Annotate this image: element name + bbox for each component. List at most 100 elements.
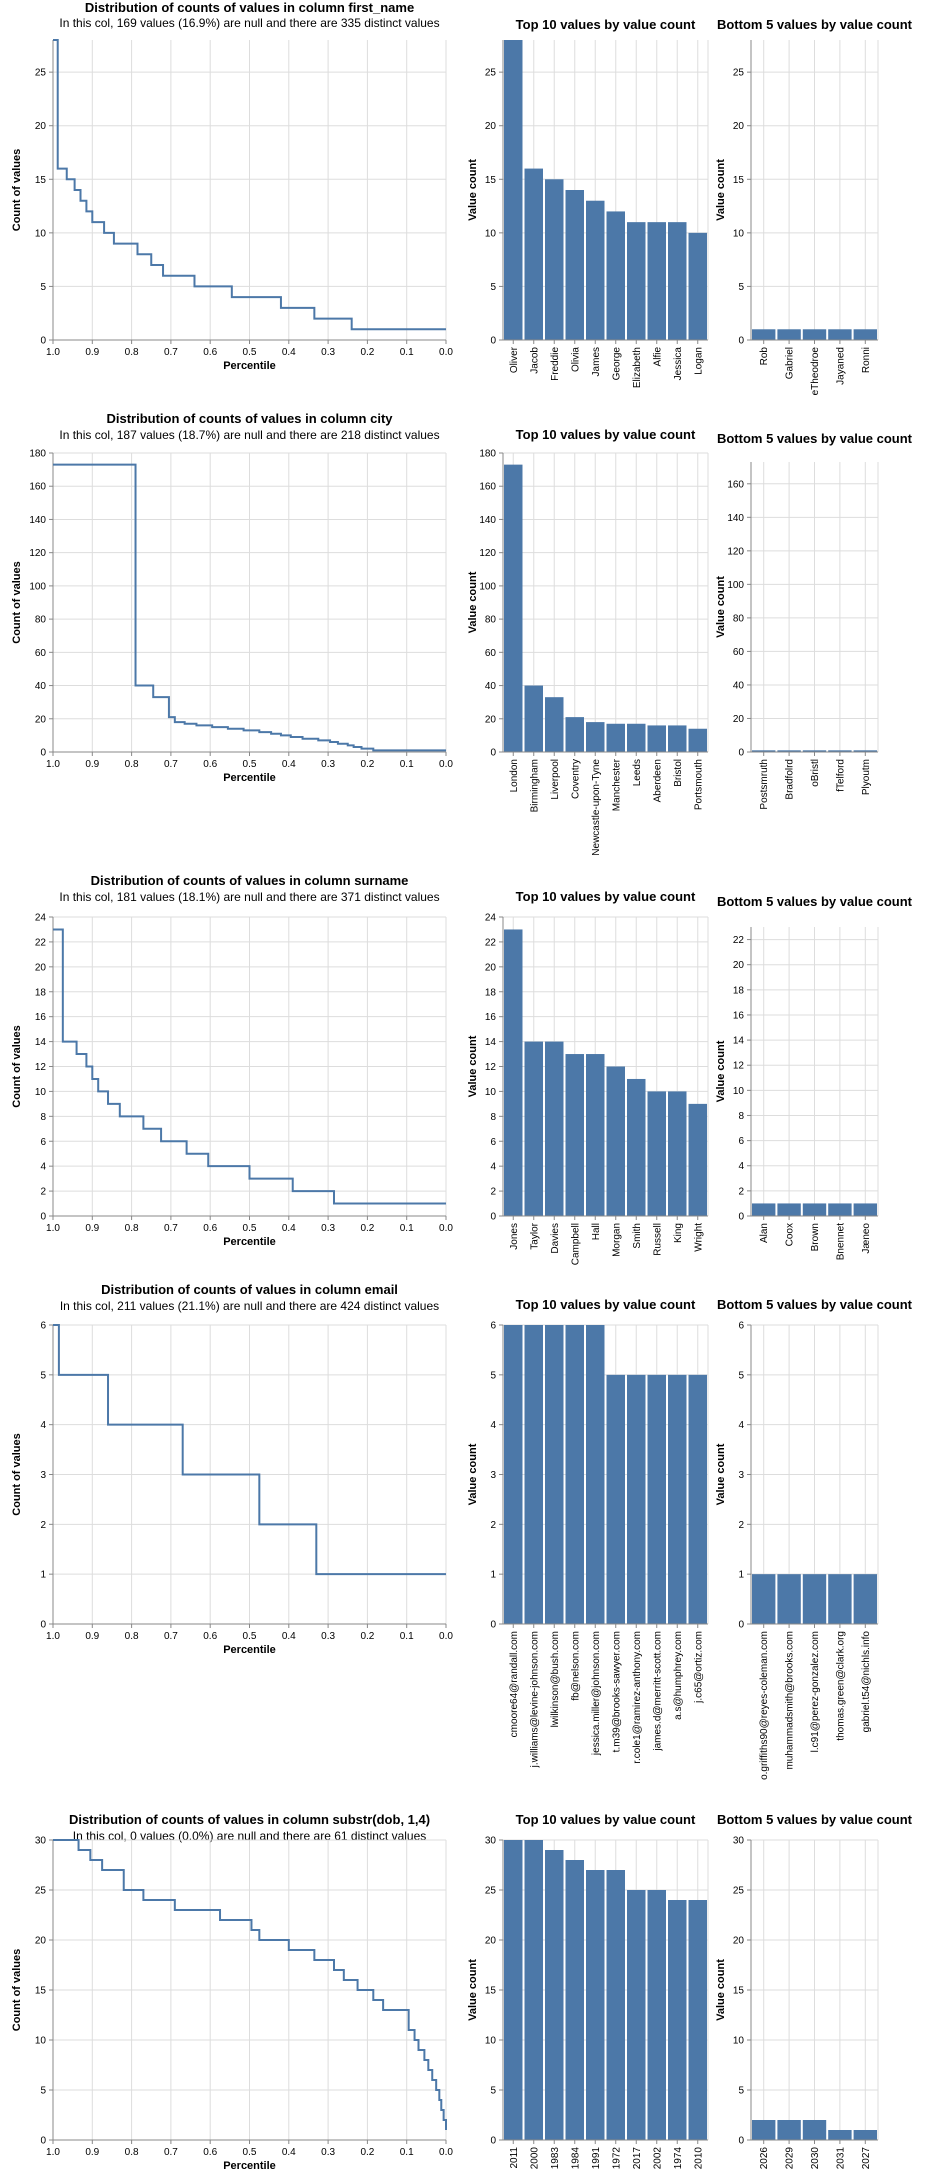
x-tick-label: 0.3 (321, 759, 335, 770)
y-tick-label: 140 (727, 513, 744, 524)
y-axis-title: Value count (715, 159, 727, 221)
y-tick-label: 1 (738, 1570, 744, 1581)
x-tick-label: 0.8 (125, 1223, 139, 1234)
distribution-chart: Distribution of counts of values in colu… (11, 1812, 453, 2172)
y-tick-label: 15 (733, 1986, 745, 1997)
y-tick-label: 40 (35, 681, 47, 692)
x-tick-label: cmoore64@randall.com (509, 1631, 520, 1737)
x-tick-label: 0.6 (203, 759, 217, 770)
bar (828, 1574, 852, 1624)
y-tick-label: 12 (733, 1061, 745, 1072)
x-tick-label: 0.0 (439, 759, 453, 770)
bar (524, 1840, 543, 2140)
x-axis-title: Percentile (223, 2160, 276, 2172)
top-values-chart: Top 10 values by value count 0 1 2 3 4 5 6 cmoor… (467, 1297, 709, 1768)
bar (504, 464, 523, 752)
distribution-chart: Distribution of counts of values in colu… (11, 873, 453, 1248)
x-tick-label: 0.7 (164, 2147, 178, 2158)
x-tick-label: 0.2 (360, 347, 374, 358)
x-tick-label: Bradfolrd (785, 759, 796, 800)
chart-row-city: Distribution of counts of values in colu… (11, 411, 913, 856)
y-tick-label: 20 (485, 714, 497, 725)
y-axis-title: Value count (467, 571, 479, 633)
x-tick-label: 0.0 (439, 1223, 453, 1234)
y-tick-label: 80 (35, 615, 47, 626)
x-tick-label: Brown (810, 1223, 821, 1251)
y-tick-label: 1 (40, 1570, 46, 1581)
y-tick-label: 25 (733, 68, 745, 79)
x-tick-label: 2030 (810, 2147, 821, 2170)
y-tick-label: 0 (738, 1620, 744, 1631)
y-tick-label: 15 (35, 1986, 47, 1997)
bar (688, 232, 707, 340)
y-tick-label: 18 (485, 987, 497, 998)
bottom-values-title: Bottom 5 values by value count (717, 1297, 913, 1312)
y-tick-label: 14 (733, 1036, 745, 1047)
bar (668, 222, 687, 340)
x-tick-label: 0.1 (400, 2147, 414, 2158)
x-tick-label: j.c65@ortiz.com (693, 1631, 704, 1704)
bar (668, 1091, 687, 1216)
y-tick-label: 120 (479, 548, 496, 559)
x-tick-label: 0.4 (282, 759, 296, 770)
x-tick-label: 1984 (570, 2147, 581, 2170)
bar (504, 929, 523, 1216)
x-tick-label: 2027 (861, 2147, 872, 2170)
bottom-values-chart: Bottom 5 values by value count 0 20 40 60 80 1… (715, 431, 913, 810)
bar (565, 717, 584, 752)
distribution-title: Distribution of counts of values in colu… (91, 873, 409, 888)
y-tick-label: 6 (738, 1136, 744, 1147)
y-tick-label: 160 (479, 482, 496, 493)
bar (565, 190, 584, 340)
x-tick-label: 0.7 (164, 1631, 178, 1642)
y-tick-label: 5 (490, 282, 496, 293)
x-tick-label: 2002 (652, 2147, 663, 2170)
bar (586, 1870, 605, 2140)
y-tick-label: 25 (485, 1886, 497, 1897)
bar (802, 329, 827, 340)
top-values-title: Top 10 values by value count (516, 17, 696, 32)
y-tick-label: 2 (490, 1520, 496, 1531)
x-tick-label: oBristl (810, 759, 821, 787)
y-tick-label: 100 (29, 581, 46, 592)
bar (828, 329, 852, 340)
x-tick-label: Liverpool (550, 759, 561, 800)
x-tick-label: Aberdeen (652, 759, 663, 802)
x-tick-label: Bristol (673, 759, 684, 787)
y-tick-label: 5 (738, 282, 744, 293)
y-tick-label: 10 (733, 2036, 745, 2047)
y-tick-label: 0 (738, 336, 744, 347)
x-tick-label: 0.4 (282, 347, 296, 358)
y-tick-label: 5 (738, 1370, 744, 1381)
y-axis-title: Value count (715, 1040, 727, 1102)
bar (688, 1900, 707, 2140)
bar (853, 1203, 877, 1216)
bar (586, 200, 605, 340)
y-tick-label: 0 (490, 2136, 496, 2147)
x-tick-label: 0.2 (360, 2147, 374, 2158)
bar (586, 1054, 605, 1216)
y-tick-label: 0 (40, 748, 46, 759)
x-tick-label: 0.6 (203, 347, 217, 358)
y-tick-label: 22 (35, 937, 47, 948)
bar (802, 750, 827, 752)
x-tick-label: 1972 (611, 2147, 622, 2170)
x-tick-label: 0.5 (243, 347, 257, 358)
x-tick-label: o.griffiths90@reyes-coleman.com (759, 1631, 770, 1780)
y-tick-label: 6 (490, 1137, 496, 1148)
y-axis-title: Count of values (11, 1949, 23, 2032)
distribution-title: Distribution of counts of values in colu… (69, 1812, 430, 1827)
y-axis-title: Count of values (11, 1433, 23, 1516)
x-tick-label: 0.3 (321, 1223, 335, 1234)
distribution-chart: Distribution of counts of values in colu… (11, 0, 453, 372)
top-values-chart: Top 10 values by value count024681012141… (467, 889, 709, 1265)
y-tick-label: 20 (733, 714, 745, 725)
y-tick-label: 120 (29, 548, 46, 559)
x-tick-label: Russell (652, 1223, 663, 1256)
top-values-title: Top 10 values by value count (516, 889, 696, 904)
bar (524, 685, 543, 752)
y-tick-label: 16 (485, 1012, 497, 1023)
y-tick-label: 10 (733, 1086, 745, 1097)
x-tick-label: Jones (509, 1223, 520, 1250)
x-tick-label: Manchester (611, 758, 622, 811)
